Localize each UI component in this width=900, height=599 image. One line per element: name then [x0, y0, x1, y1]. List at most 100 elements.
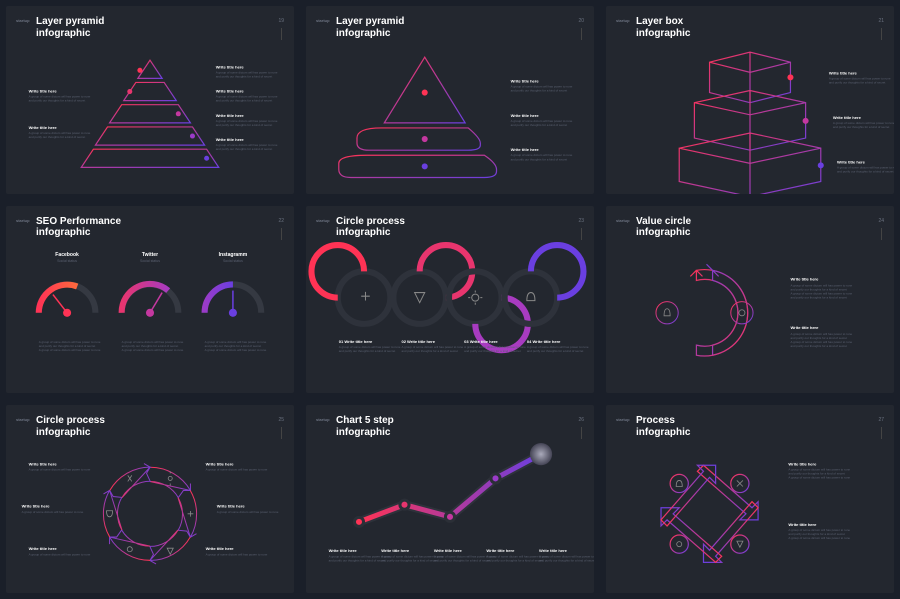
svg-text:Facebook: Facebook [55, 252, 79, 258]
svg-text:Write title here: Write title here [206, 462, 235, 467]
circle-process-segments: Write title here A group of some dictum … [6, 441, 294, 593]
line-chart-5: Write title here A group of some dictum … [306, 441, 594, 593]
page-number: 23 [578, 218, 584, 224]
slide-3: startup 21 Layer boxinfographic Write ti… [606, 6, 894, 194]
svg-text:A group of some dictum will ha: A group of some dictum will has power to… [29, 468, 91, 472]
gauges: Facebook Social status A group of some d… [6, 242, 294, 394]
page-line [881, 28, 882, 40]
brand: startup [616, 218, 630, 223]
svg-text:Social status: Social status [140, 259, 160, 263]
svg-text:and purify our thoughts for a: and purify our thoughts for a kind of se… [837, 169, 894, 173]
svg-text:Write title here: Write title here [217, 504, 246, 509]
slide-title: Layer pyramidinfographic [36, 16, 104, 39]
svg-text:and purify our thoughts for a: and purify our thoughts for a kind of se… [511, 157, 568, 161]
svg-text:Write title here: Write title here [22, 504, 51, 509]
page-line [281, 427, 282, 439]
slide-8: startup 26 Chart 5 stepinfographic Write… [306, 405, 594, 593]
brand: startup [616, 417, 630, 422]
page-line [581, 28, 582, 40]
svg-text:and purify our thoughts for a: and purify our thoughts for a kind of se… [329, 559, 386, 563]
page-line [881, 228, 882, 240]
svg-text:Write title here: Write title here [539, 549, 568, 554]
svg-text:Write title here: Write title here [216, 137, 245, 142]
slide-title: Chart 5 stepinfographic [336, 415, 394, 438]
svg-text:A group of some dictum will ha: A group of some dictum will has power to… [39, 348, 101, 352]
slide-4: startup 22 SEO Performanceinfographic Fa… [6, 206, 294, 394]
svg-text:and purify our thoughts for a: and purify our thoughts for a kind of se… [216, 123, 273, 127]
svg-text:and purify our thoughts for a: and purify our thoughts for a kind of se… [434, 559, 491, 563]
page-line [281, 228, 282, 240]
page-line [281, 28, 282, 40]
svg-text:and purify our thoughts for a: and purify our thoughts for a kind of se… [29, 99, 86, 103]
svg-text:Write title here: Write title here [511, 78, 540, 83]
brand: startup [316, 18, 330, 23]
svg-text:Write title here: Write title here [486, 549, 515, 554]
svg-text:and purify our thoughts for a: and purify our thoughts for a kind of se… [833, 125, 890, 129]
page-number: 19 [278, 18, 284, 24]
svg-text:Write title here: Write title here [829, 70, 858, 75]
svg-text:Write title here: Write title here [29, 462, 58, 467]
slide-grid: startup 19 Layer pyramidinfographic [0, 0, 900, 599]
page-number: 27 [878, 417, 884, 423]
svg-text:Write title here: Write title here [381, 549, 410, 554]
svg-text:Write title here: Write title here [833, 115, 862, 120]
circle-process-rings: 01 Write title here A group of some dict… [306, 242, 594, 394]
svg-text:Instagramm: Instagramm [219, 252, 248, 258]
svg-text:A group of some dictum will ha: A group of some dictum will has power to… [205, 348, 267, 352]
slide-5: startup 23 Circle processinfographic 01 … [306, 206, 594, 394]
page-number: 22 [278, 218, 284, 224]
svg-text:A group of some dictum will ha: A group of some dictum will has power to… [788, 536, 850, 540]
slide-2: startup 20 Layer pyramidinfographic Writ… [306, 6, 594, 194]
brand: startup [316, 218, 330, 223]
layer-box: Write title here A group of some dictum … [606, 42, 894, 194]
slide-title: Value circleinfographic [636, 216, 691, 239]
brand: startup [16, 417, 30, 422]
slide-1: startup 19 Layer pyramidinfographic [6, 6, 294, 194]
slide-title: Layer pyramidinfographic [336, 16, 404, 39]
svg-text:Write title here: Write title here [206, 547, 235, 552]
svg-text:and purify our thoughts for a: and purify our thoughts for a kind of se… [539, 559, 594, 563]
svg-text:and purify our thoughts for a: and purify our thoughts for a kind of se… [216, 147, 273, 151]
svg-text:A group of some dictum will ha: A group of some dictum will has power to… [217, 510, 279, 514]
page-number: 20 [578, 18, 584, 24]
svg-text:A group of some dictum will ha: A group of some dictum will has power to… [206, 553, 268, 557]
slide-title: Circle processinfographic [36, 415, 105, 438]
brand: startup [616, 18, 630, 23]
page-line [581, 228, 582, 240]
value-circle: Write title here A group of some dictum … [606, 242, 894, 394]
page-number: 25 [278, 417, 284, 423]
svg-text:01 Write title here: 01 Write title here [339, 339, 373, 344]
svg-text:and purify our thoughts for a: and purify our thoughts for a kind of se… [790, 344, 847, 348]
slide-title: SEO Performanceinfographic [36, 216, 121, 239]
svg-text:03 Write title here: 03 Write title here [464, 339, 498, 344]
svg-text:Write title here: Write title here [216, 89, 245, 94]
brand: startup [16, 18, 30, 23]
svg-text:and purify our thoughts for a: and purify our thoughts for a kind of se… [216, 99, 273, 103]
slide-9: startup 27 Processinfographic Write [606, 405, 894, 593]
page-line [581, 427, 582, 439]
svg-text:Write title here: Write title here [329, 549, 358, 554]
slide-title: Processinfographic [636, 415, 690, 438]
svg-text:Write title here: Write title here [788, 522, 817, 527]
slide-6: startup 24 Value circleinfographic Write… [606, 206, 894, 394]
svg-text:Write title here: Write title here [837, 159, 866, 164]
svg-text:and purify our thoughts for a: and purify our thoughts for a kind of se… [511, 123, 568, 127]
svg-text:Write title here: Write title here [511, 113, 540, 118]
svg-text:A group of some dictum will ha: A group of some dictum will has power to… [29, 553, 91, 557]
svg-text:A group of some dictum will ha: A group of some dictum will has power to… [22, 510, 84, 514]
svg-text:02 Write title here: 02 Write title here [401, 339, 435, 344]
svg-text:and purify our thoughts for a: and purify our thoughts for a kind of se… [381, 559, 438, 563]
svg-text:Write title here: Write title here [790, 325, 819, 330]
page-number: 26 [578, 417, 584, 423]
svg-text:Write title here: Write title here [29, 125, 58, 130]
svg-text:Write title here: Write title here [788, 462, 817, 467]
page-number: 21 [878, 18, 884, 24]
svg-text:Twitter: Twitter [142, 252, 158, 258]
svg-text:Write title here: Write title here [434, 549, 463, 554]
brand: startup [16, 218, 30, 223]
svg-text:and purify our thoughts for a: and purify our thoughts for a kind of se… [486, 559, 543, 563]
svg-text:and purify our thoughts for a: and purify our thoughts for a kind of se… [790, 295, 847, 299]
svg-text:A group of some dictum will ha: A group of some dictum will has power to… [206, 468, 268, 472]
brand: startup [316, 417, 330, 422]
process-diamond: Write title here A group of some dictum … [606, 441, 894, 593]
